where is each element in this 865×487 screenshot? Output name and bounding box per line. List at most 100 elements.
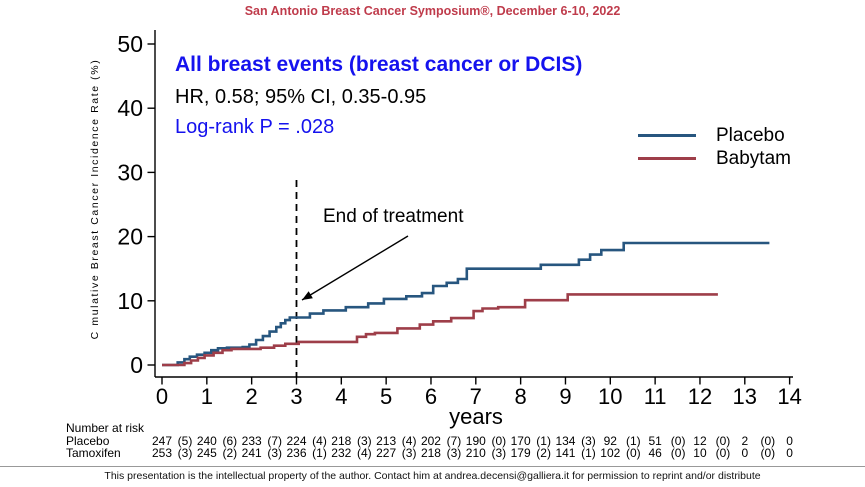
y-tick-label: 0 [130, 352, 143, 378]
x-tick-label: 5 [380, 384, 392, 409]
y-tick-label: 40 [117, 95, 143, 121]
x-tick-label: 13 [733, 384, 757, 409]
risk-events: (3) [267, 445, 282, 460]
risk-count: 0 [786, 445, 793, 460]
x-tick-label: 9 [559, 384, 571, 409]
risk-count: 0 [786, 434, 793, 448]
risk-events: (0) [760, 434, 776, 448]
y-tick-label: 30 [117, 159, 143, 185]
legend-item-babytam: Babytam [638, 147, 791, 170]
risk-events: (0) [491, 434, 507, 448]
hr-ci-text: HR, 0.58; 95% CI, 0.35-0.95 [175, 86, 427, 108]
x-tick-label: 4 [335, 384, 347, 409]
risk-count: 10 [693, 445, 707, 460]
x-tick-label: 3 [290, 384, 302, 409]
y-tick-label: 20 [117, 224, 143, 250]
risk-events: (3) [177, 445, 193, 460]
legend-label-babytam: Babytam [716, 148, 791, 169]
risk-events: (1) [536, 434, 551, 448]
risk-events: (1) [625, 434, 641, 448]
risk-count: 190 [465, 434, 486, 448]
x-tick-label: 2 [246, 384, 258, 409]
risk-count: 0 [741, 445, 749, 460]
risk-count: 102 [600, 445, 621, 460]
risk-row-label: Tamoxifen [66, 445, 121, 460]
risk-count: 202 [420, 434, 441, 448]
x-tick-label: 0 [156, 384, 168, 409]
legend: Placebo Babytam [638, 124, 791, 170]
risk-events: (3) [581, 434, 596, 448]
risk-events: (2) [536, 445, 551, 460]
logrank-text: Log-rank P = .028 [175, 116, 335, 138]
risk-count: 233 [241, 434, 262, 448]
risk-count: 224 [286, 434, 307, 448]
risk-events: (5) [177, 434, 193, 448]
x-tick-label: 7 [470, 384, 482, 409]
risk-events: (6) [222, 434, 238, 448]
x-tick-label: 10 [598, 384, 622, 409]
legend-label-placebo: Placebo [716, 125, 785, 146]
risk-row-label: Placebo [66, 434, 110, 448]
x-tick-label: 14 [777, 384, 801, 409]
risk-events: (3) [491, 445, 507, 460]
risk-count: 179 [510, 445, 531, 460]
risk-count: 2 [741, 434, 749, 448]
y-tick-label: 50 [117, 31, 143, 57]
y-axis-title: C mulative Breast Cancer Incidence Rate … [89, 58, 101, 340]
risk-events: (0) [715, 445, 731, 460]
risk-events: (3) [401, 445, 417, 460]
risk-count: 51 [648, 434, 662, 448]
risk-events: (0) [670, 434, 686, 448]
risk-events: (2) [222, 445, 238, 460]
risk-events: (0) [715, 434, 731, 448]
annotation-arrow-line [301, 235, 409, 301]
risk-count: 245 [196, 445, 217, 460]
series-line-babytam [162, 293, 718, 367]
x-tick-label: 8 [515, 384, 527, 409]
risk-count: 227 [376, 445, 397, 460]
risk-events: (0) [670, 445, 686, 460]
risk-count: 241 [241, 445, 262, 460]
risk-count: 134 [555, 434, 576, 448]
y-tick-label: 10 [117, 288, 143, 314]
risk-count: 232 [331, 445, 352, 460]
babytam-line-swatch [638, 157, 696, 160]
series-line-placebo [162, 241, 770, 367]
risk-events: (7) [446, 434, 462, 448]
legend-item-placebo: Placebo [638, 124, 791, 147]
risk-events: (3) [356, 434, 372, 448]
risk-table-header: Number at risk [66, 421, 145, 435]
risk-count: 92 [603, 434, 617, 448]
risk-events: (1) [312, 445, 327, 460]
x-tick-label: 12 [688, 384, 712, 409]
risk-count: 213 [376, 434, 397, 448]
risk-count: 218 [420, 445, 441, 460]
risk-count: 253 [151, 445, 173, 460]
risk-events: (4) [356, 445, 372, 460]
chart-title: All breast events (breast cancer or DCIS… [175, 53, 583, 76]
risk-count: 247 [151, 434, 173, 448]
footer-divider [0, 466, 865, 467]
risk-events: (0) [625, 445, 641, 460]
risk-events: (4) [312, 434, 327, 448]
risk-count: 141 [555, 445, 576, 460]
x-axis-title: years [449, 404, 503, 429]
risk-events: (4) [401, 434, 417, 448]
risk-events: (7) [267, 434, 282, 448]
risk-count: 210 [465, 445, 486, 460]
risk-count: 46 [648, 445, 662, 460]
risk-count: 12 [693, 434, 707, 448]
x-tick-label: 11 [644, 384, 667, 409]
risk-count: 218 [331, 434, 352, 448]
x-tick-label: 6 [425, 384, 437, 409]
annotation-arrowhead [302, 291, 313, 300]
placebo-line-swatch [638, 134, 696, 137]
risk-events: (3) [446, 445, 462, 460]
conference-header: San Antonio Breast Cancer Symposium®, De… [244, 4, 621, 18]
risk-count: 236 [286, 445, 307, 460]
footer-text: This presentation is the intellectual pr… [104, 470, 761, 482]
end-of-treatment-label: End of treatment [323, 206, 464, 227]
x-tick-label: 1 [201, 384, 213, 409]
